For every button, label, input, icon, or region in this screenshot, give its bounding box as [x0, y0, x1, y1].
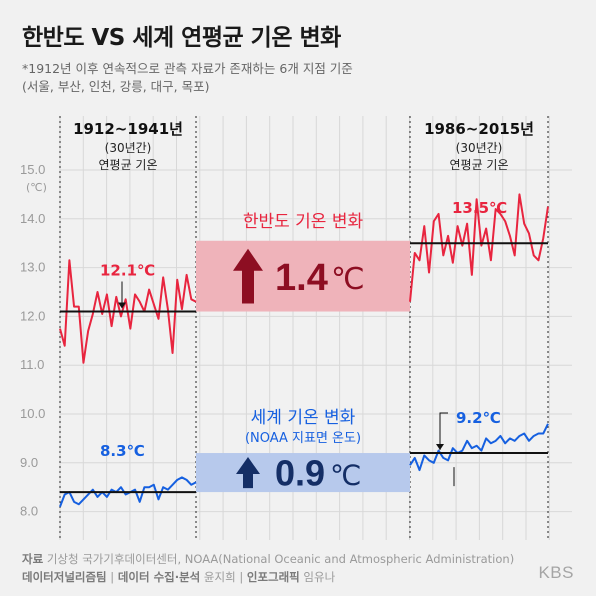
- note-line-2: (서울, 부산, 인천, 강릉, 대구, 목포): [22, 79, 210, 94]
- credit-team: 데이터저널리즘팀: [22, 570, 107, 584]
- mean-label-early: 12.1℃: [100, 262, 155, 280]
- y-tick-label: 11.0: [20, 357, 44, 372]
- page-title: 한반도 VS 세계 연평균 기온 변화: [22, 25, 341, 51]
- mean-leader-arrow: [118, 302, 126, 309]
- change-subtitle: (NOAA 지표면 온도): [245, 431, 361, 446]
- y-tick-label: 15.0: [20, 162, 45, 177]
- change-value: 0.9: [275, 453, 325, 494]
- y-axis-unit: (℃): [26, 181, 47, 194]
- credit-line: 데이터저널리즘팀 | 데이터 수집·분석 윤지희 | 인포그래픽 임유나: [22, 568, 514, 586]
- y-tick-label: 10.0: [20, 406, 45, 421]
- period-label: 1912~1941년: [73, 120, 183, 138]
- mean-leader: [439, 412, 448, 451]
- y-tick-label: 14.0: [20, 211, 45, 226]
- series-line-late: [409, 193, 549, 302]
- kbs-logo: KBS: [538, 563, 574, 582]
- y-tick-label: 8.0: [20, 504, 38, 519]
- mean-label-early: 8.3℃: [100, 442, 145, 460]
- change-unit: ℃: [331, 262, 365, 297]
- source-text: 기상청 국가기후데이터센터, NOAA(National Oceanic and…: [46, 552, 515, 566]
- change-box: [196, 240, 410, 312]
- period-sublabel: (30년간): [456, 141, 503, 155]
- credit-name-1: 윤지희: [203, 570, 236, 584]
- change-unit: ℃: [330, 459, 361, 492]
- mean-leader-arrow: [436, 444, 444, 451]
- y-tick-label: 13.0: [20, 260, 45, 275]
- mean-label-late: 9.2℃: [456, 409, 501, 427]
- credit-separator: |: [239, 570, 244, 584]
- change-title: 세계 기온 변화: [251, 408, 356, 428]
- y-tick-label: 9.0: [20, 455, 38, 470]
- series-line-early: [59, 476, 197, 508]
- period-sublabel: (30년간): [105, 141, 152, 155]
- change-arrow: [236, 457, 260, 489]
- credit-name-2: 임유나: [303, 570, 336, 584]
- change-box: [196, 453, 410, 493]
- period-caption: 연평균 기온: [449, 158, 508, 172]
- source-label: 자료: [22, 552, 44, 566]
- period-caption: 연평균 기온: [98, 158, 157, 172]
- series-line-late: [409, 423, 549, 472]
- credit-role-2: 인포그래픽: [246, 570, 300, 584]
- change-value: 1.4: [275, 257, 328, 299]
- mean-label-late: 13.5℃: [452, 199, 507, 217]
- period-label: 1986~2015년: [424, 120, 534, 138]
- change-arrow: [233, 248, 263, 304]
- credit-role-1: 데이터 수집·분석: [117, 570, 201, 584]
- y-tick-label: 12.0: [20, 308, 45, 323]
- series-line-early: [59, 259, 197, 364]
- subtitle-note: *1912년 이후 연속적으로 관측 자료가 존재하는 6개 지점 기준 (서울…: [22, 60, 353, 96]
- credit-separator: |: [110, 570, 115, 584]
- footer: 자료 기상청 국가기후데이터센터, NOAA(National Oceanic …: [22, 550, 514, 586]
- change-title: 한반도 기온 변화: [243, 212, 364, 232]
- note-line-1: *1912년 이후 연속적으로 관측 자료가 존재하는 6개 지점 기준: [22, 61, 353, 76]
- source-line: 자료 기상청 국가기후데이터센터, NOAA(National Oceanic …: [22, 550, 514, 568]
